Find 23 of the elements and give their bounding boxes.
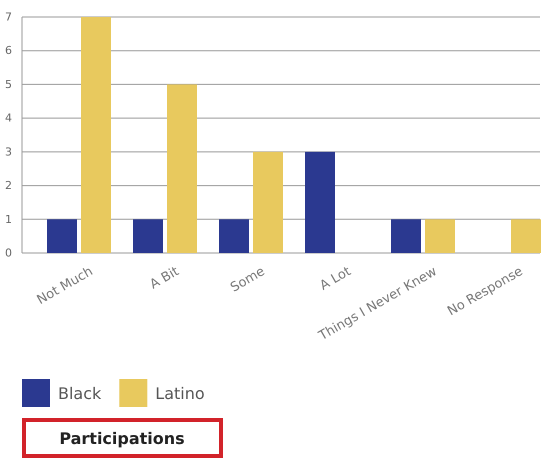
bar [511,219,541,253]
legend-label: Black [58,384,102,403]
bar [425,219,455,253]
bar [133,219,163,253]
y-tick-label: 7 [5,10,12,24]
y-tick-label: 0 [5,246,12,260]
bar [167,84,197,253]
x-tick-label: A Bit [148,264,182,292]
y-tick-label: 5 [5,78,12,91]
bar [47,219,77,253]
bar [81,17,111,253]
y-tick-label: 2 [5,179,12,192]
bar [253,152,283,253]
y-tick-label: 4 [5,112,12,125]
y-tick-label: 1 [5,212,12,226]
x-tick-label: A Lot [317,264,354,294]
legend-label: Latino [155,384,205,403]
bar [391,219,421,253]
text: Participations [59,429,185,448]
y-tick-label: 3 [5,145,12,158]
bar [219,219,249,253]
bar [305,152,335,253]
y-tick-label: 6 [5,44,12,58]
